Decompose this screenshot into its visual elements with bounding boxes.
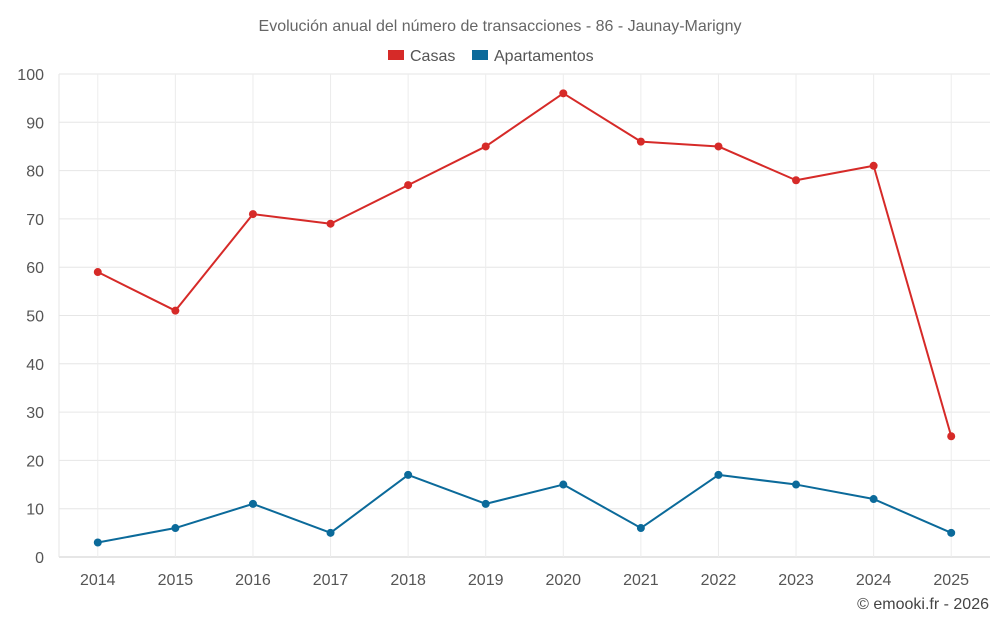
- data-point-casas[interactable]: [869, 161, 878, 170]
- data-point-casas[interactable]: [404, 181, 413, 190]
- x-tick-label: 2024: [856, 572, 892, 589]
- y-tick-label: 80: [26, 164, 44, 181]
- x-tick-label: 2025: [933, 572, 969, 589]
- legend-swatch-apartamentos[interactable]: [472, 50, 488, 60]
- data-point-apartamentos[interactable]: [93, 538, 102, 547]
- x-tick-label: 2023: [778, 572, 814, 589]
- x-axis-ticks: 2014 2015 2016 2017 2018 2019 2020 2021 2022 2023…: [80, 572, 969, 589]
- credit-text: © emooki.fr - 2026: [857, 596, 989, 613]
- data-point-apartamentos[interactable]: [326, 528, 335, 537]
- data-point-casas[interactable]: [248, 210, 257, 219]
- x-tick-label: 2014: [80, 572, 116, 589]
- data-point-apartamentos[interactable]: [947, 528, 956, 537]
- data-point-casas[interactable]: [93, 268, 102, 277]
- data-point-casas[interactable]: [481, 142, 490, 151]
- data-point-apartamentos[interactable]: [792, 480, 801, 489]
- x-tick-label: 2020: [545, 572, 581, 589]
- data-point-apartamentos[interactable]: [636, 524, 645, 533]
- grid: [58, 73, 990, 558]
- y-tick-label: 90: [26, 115, 44, 132]
- data-point-apartamentos[interactable]: [404, 470, 413, 479]
- data-point-apartamentos[interactable]: [248, 499, 257, 508]
- legend-swatch-casas[interactable]: [388, 50, 404, 60]
- data-point-apartamentos[interactable]: [559, 480, 568, 489]
- data-point-apartamentos[interactable]: [869, 495, 878, 504]
- x-tick-label: 2018: [390, 572, 426, 589]
- data-point-casas[interactable]: [714, 142, 723, 151]
- y-tick-label: 40: [26, 357, 44, 374]
- y-tick-label: 20: [26, 453, 44, 470]
- data-point-apartamentos[interactable]: [171, 524, 180, 533]
- data-point-casas[interactable]: [636, 137, 645, 146]
- chart-title: Evolución anual del número de transaccio…: [259, 18, 742, 35]
- y-tick-label: 100: [17, 67, 44, 84]
- y-tick-label: 10: [26, 502, 44, 519]
- x-tick-label: 2022: [701, 572, 737, 589]
- y-tick-label: 60: [26, 260, 44, 277]
- y-tick-label: 70: [26, 212, 44, 229]
- data-point-casas[interactable]: [947, 432, 956, 441]
- data-point-casas[interactable]: [792, 176, 801, 185]
- data-point-casas[interactable]: [559, 89, 568, 98]
- y-axis-ticks: 0 10 20 30 40 50 60 70 80 90 100: [17, 67, 44, 567]
- data-point-apartamentos[interactable]: [714, 470, 723, 479]
- x-tick-label: 2019: [468, 572, 504, 589]
- data-point-casas[interactable]: [171, 306, 180, 315]
- series-line-apartamentos: [97, 473, 952, 544]
- y-tick-label: 30: [26, 405, 44, 422]
- y-tick-label: 50: [26, 309, 44, 326]
- series-line-casas: [97, 92, 953, 437]
- x-tick-label: 2016: [235, 572, 271, 589]
- x-tick-label: 2021: [623, 572, 659, 589]
- legend: Casas Apartamentos: [388, 48, 594, 65]
- x-tick-label: 2017: [313, 572, 349, 589]
- y-tick-label: 0: [35, 550, 44, 567]
- legend-label-casas[interactable]: Casas: [410, 48, 455, 65]
- data-point-casas[interactable]: [326, 219, 335, 228]
- data-point-apartamentos[interactable]: [481, 499, 490, 508]
- x-tick-label: 2015: [158, 572, 194, 589]
- series-layer: [93, 89, 956, 547]
- legend-label-apartamentos[interactable]: Apartamentos: [494, 48, 594, 65]
